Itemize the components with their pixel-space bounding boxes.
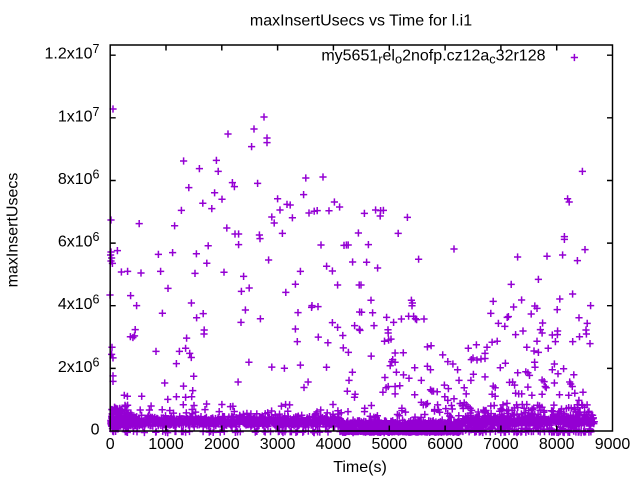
svg-text:8x106: 8x106 (58, 168, 100, 189)
svg-text:7000: 7000 (483, 436, 519, 453)
svg-text:0: 0 (106, 436, 115, 453)
svg-text:0: 0 (91, 422, 100, 439)
svg-text:6000: 6000 (427, 436, 463, 453)
svg-text:Time(s): Time(s) (333, 459, 387, 476)
svg-text:6x106: 6x106 (58, 230, 100, 251)
svg-text:3000: 3000 (260, 436, 296, 453)
svg-text:1.2x107: 1.2x107 (45, 42, 100, 63)
svg-text:2x106: 2x106 (58, 355, 100, 376)
svg-text:2000: 2000 (204, 436, 240, 453)
svg-text:5000: 5000 (372, 436, 408, 453)
svg-text:1x107: 1x107 (58, 105, 100, 126)
svg-text:1000: 1000 (148, 436, 184, 453)
svg-text:my5651relo2nofp.cz12ac32r128: my5651relo2nofp.cz12ac32r128 (321, 48, 545, 67)
svg-text:4000: 4000 (316, 436, 352, 453)
svg-text:4x106: 4x106 (58, 293, 100, 314)
svg-text:maxInsertUsecs vs Time for l.i: maxInsertUsecs vs Time for l.i1 (250, 13, 472, 30)
svg-text:8000: 8000 (539, 436, 575, 453)
svg-text:9000: 9000 (595, 436, 631, 453)
svg-text:maxInsertUsecs: maxInsertUsecs (5, 173, 22, 288)
